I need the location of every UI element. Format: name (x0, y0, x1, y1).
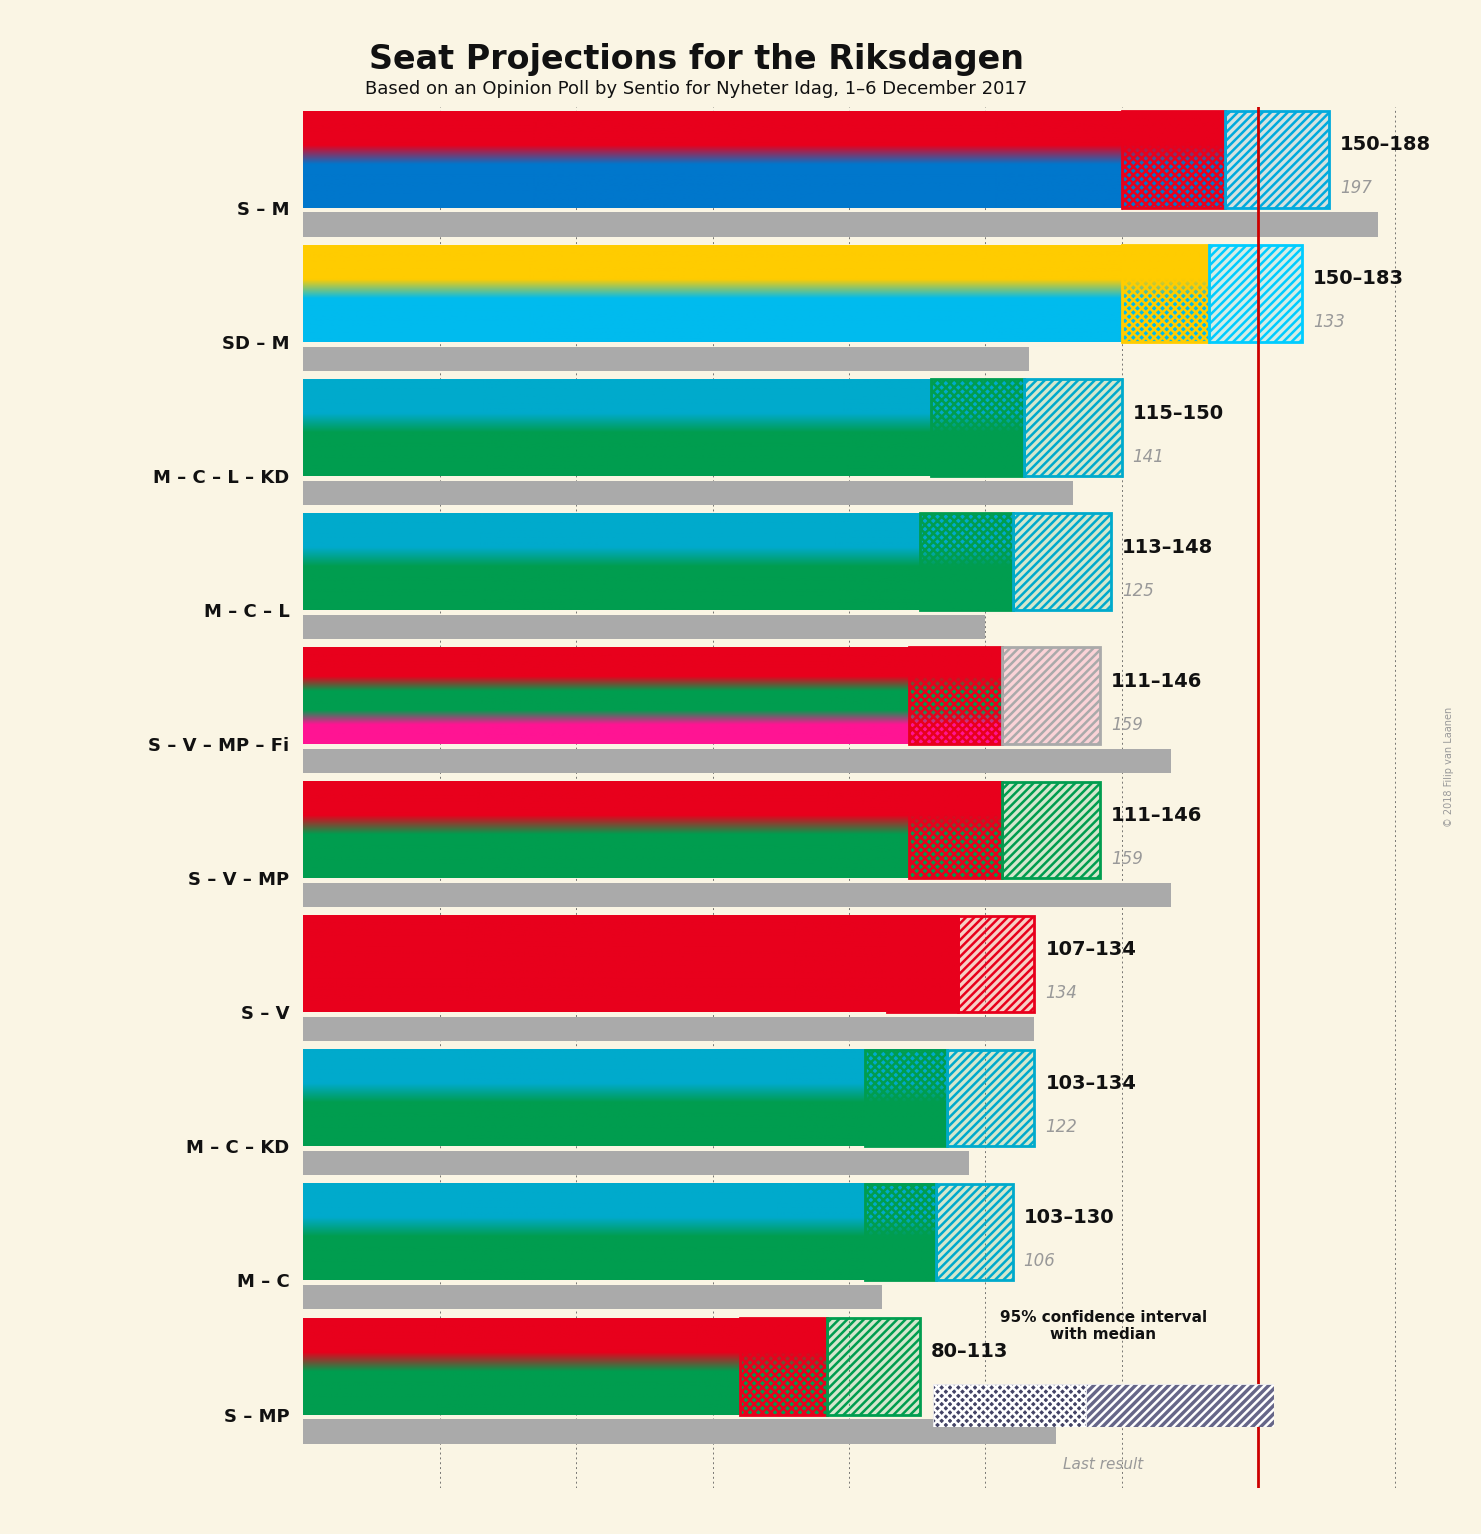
Text: 125: 125 (1121, 581, 1154, 600)
Text: © 2018 Filip van Laanen: © 2018 Filip van Laanen (1444, 707, 1454, 827)
Bar (304, 347, 1029, 371)
Bar (1225, 110, 1328, 207)
Text: 138: 138 (930, 1387, 963, 1404)
Bar (887, 916, 958, 1012)
Bar (1121, 245, 1208, 342)
Bar (304, 1285, 881, 1310)
Bar (865, 1049, 948, 1146)
Text: 103–134: 103–134 (1046, 1074, 1136, 1094)
Text: 111–146: 111–146 (1111, 805, 1203, 825)
Text: 95% confidence interval
with median: 95% confidence interval with median (1000, 1310, 1207, 1342)
Bar (304, 1419, 1056, 1443)
Bar (1208, 245, 1302, 342)
Text: 107–134: 107–134 (1046, 940, 1136, 959)
Text: 150–188: 150–188 (1340, 135, 1431, 155)
Text: 113–148: 113–148 (1121, 538, 1213, 557)
Bar (1001, 782, 1100, 877)
Text: Seat Projections for the Riksdagen: Seat Projections for the Riksdagen (369, 43, 1023, 77)
Bar (1121, 110, 1225, 207)
Bar (909, 647, 1001, 744)
Text: 103–130: 103–130 (1023, 1209, 1114, 1227)
Bar (826, 1318, 920, 1414)
Bar (936, 1184, 1013, 1281)
Bar (865, 1184, 936, 1281)
Bar (304, 1017, 1034, 1042)
Text: 122: 122 (1046, 1118, 1077, 1137)
Text: 159: 159 (1111, 850, 1143, 868)
Text: Last result: Last result (1063, 1457, 1143, 1473)
Bar (909, 782, 1001, 877)
Text: 115–150: 115–150 (1133, 403, 1223, 422)
Bar (933, 1384, 1087, 1427)
Bar (304, 1150, 969, 1175)
Bar (304, 884, 1171, 907)
Text: 134: 134 (1046, 983, 1077, 1002)
Bar (304, 212, 1379, 236)
Bar (948, 1049, 1034, 1146)
Bar (920, 514, 1013, 611)
Text: 80–113: 80–113 (930, 1342, 1009, 1361)
Bar (304, 615, 985, 638)
Text: 106: 106 (1023, 1252, 1056, 1270)
Text: 150–183: 150–183 (1312, 270, 1404, 288)
Text: 133: 133 (1312, 313, 1345, 331)
Bar (1001, 647, 1100, 744)
Bar (1013, 514, 1111, 611)
Bar (304, 749, 1171, 773)
Bar (1023, 379, 1121, 476)
Text: 159: 159 (1111, 716, 1143, 733)
Text: 197: 197 (1340, 179, 1371, 198)
Text: 111–146: 111–146 (1111, 672, 1203, 690)
Bar (304, 480, 1072, 505)
Bar (740, 1318, 826, 1414)
Text: Based on an Opinion Poll by Sentio for Nyheter Idag, 1–6 December 2017: Based on an Opinion Poll by Sentio for N… (364, 80, 1028, 98)
Bar (1087, 1384, 1274, 1427)
Text: 141: 141 (1133, 448, 1164, 465)
Bar (958, 916, 1034, 1012)
Bar (930, 379, 1023, 476)
